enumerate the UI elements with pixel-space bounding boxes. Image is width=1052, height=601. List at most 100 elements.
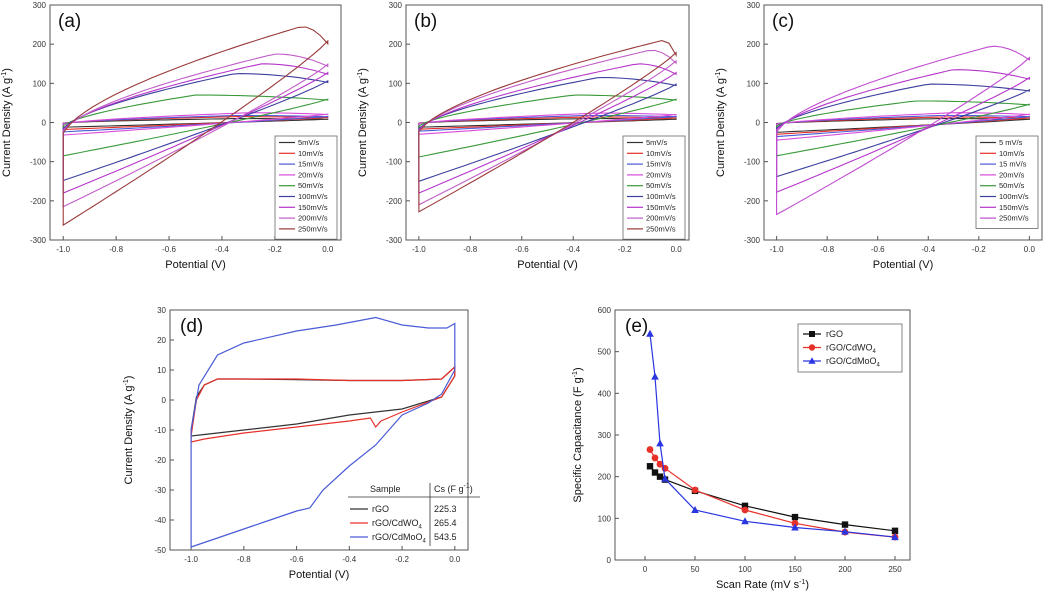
legend-box <box>975 135 1039 229</box>
y-tick-label: 500 <box>598 348 612 357</box>
x-tick-label: 150 <box>788 565 802 574</box>
y-tick-label: -100 <box>30 158 47 167</box>
x-axis-label: Potential (V) <box>289 569 350 581</box>
legend-entry: 5mV/s <box>298 138 320 147</box>
y-tick-label: -200 <box>30 197 47 206</box>
cv-curve-5mV/s <box>62 118 329 128</box>
cv-curve-10mV/s <box>418 116 677 130</box>
data-point-rGO <box>651 469 659 476</box>
y-tick-label: 400 <box>598 389 612 398</box>
y-tick-label: 100 <box>598 514 612 523</box>
data-point-rGO <box>646 463 654 470</box>
table-sample-name: rGO <box>372 504 389 514</box>
x-tick-label: 200 <box>838 565 852 574</box>
y-axis-label: Current Density (A g-1) <box>1 68 13 177</box>
data-point-rGO <box>656 473 664 480</box>
legend-entry: 250mV/s <box>298 224 328 233</box>
data-point-rGO/CdMoO4 <box>741 517 749 525</box>
y-tick-label: -300 <box>386 236 403 245</box>
legend-entry: 5mV/s <box>646 138 668 147</box>
legend-entry: 150mV/s <box>999 203 1029 212</box>
series-line-rGO/CdWO4 <box>649 449 896 538</box>
legend-entry: rGO <box>826 329 843 339</box>
legend-entry: 15mV/s <box>646 160 672 169</box>
y-tick-label: 10 <box>157 366 166 375</box>
panel-label: (c) <box>772 11 794 32</box>
cv-curve-50mV/s <box>62 94 329 157</box>
panel-label: (a) <box>58 11 81 32</box>
cv-curve-100mV/s <box>776 83 1030 178</box>
x-tick-label: -0.2 <box>972 245 986 254</box>
table-cs-value: 543.5 <box>434 532 457 542</box>
y-tick-label: 0 <box>162 396 167 405</box>
legend-entry: 50mV/s <box>298 181 324 190</box>
cv-curve-5mV/s <box>418 118 677 128</box>
legend-entry: 20mV/s <box>999 170 1025 179</box>
x-tick-label: -0.6 <box>515 245 529 254</box>
data-point-rGO/CdWO4 <box>646 446 654 453</box>
x-tick-label: -1.0 <box>184 555 198 564</box>
legend-entry: 150mV/s <box>298 203 328 212</box>
y-tick-label: 0 <box>607 556 612 565</box>
legend-marker <box>808 357 816 364</box>
data-point-rGO/CdWO4 <box>791 519 799 527</box>
y-tick-label: -200 <box>744 197 761 206</box>
cv-curve-200mV/s <box>418 49 677 206</box>
legend-entry: 150mV/s <box>646 203 676 212</box>
y-axis-label: Current Density (A g-1) <box>123 376 135 485</box>
y-tick-label: 200 <box>747 40 761 49</box>
data-point-rGO/CdMoO4 <box>891 533 899 541</box>
x-tick-label: -0.4 <box>215 245 229 254</box>
data-point-rGO/CdWO4 <box>651 454 659 462</box>
cv-curve-150mV/s <box>776 69 1030 194</box>
x-tick-label: 0.0 <box>449 555 461 564</box>
x-axis-label: Potential (V) <box>873 259 934 271</box>
y-tick-label: 600 <box>598 306 612 315</box>
y-tick-label: -10 <box>154 426 166 435</box>
y-tick-label: -300 <box>30 236 47 245</box>
y-axis-label: Current Density (A g-1) <box>357 68 369 177</box>
x-tick-label: -0.8 <box>820 245 834 254</box>
y-tick-label: 200 <box>389 40 403 49</box>
x-tick-label: -0.8 <box>237 555 251 564</box>
y-tick-label: 300 <box>33 1 47 10</box>
x-tick-label: -0.6 <box>871 245 885 254</box>
legend-entry: 15mV/s <box>298 160 324 169</box>
x-tick-label: 0 <box>643 565 648 574</box>
x-tick-label: -1.0 <box>770 245 784 254</box>
cv-curve-15mV/s <box>418 114 677 132</box>
x-tick-label: -0.8 <box>463 245 477 254</box>
y-tick-label: 100 <box>33 79 47 88</box>
panel-label: (b) <box>414 11 437 32</box>
panel-e: 0 50 100 150 200 250 0 100 200 300 400 500 600 Scan R… <box>572 306 911 591</box>
table-sample-name: rGO/CdWO4 <box>372 518 423 531</box>
legend-entry: 200mV/s <box>298 214 328 223</box>
table-sample-name: rGO/CdMoO4 <box>372 532 427 545</box>
y-tick-label: 300 <box>598 431 612 440</box>
data-point-rGO <box>791 513 799 521</box>
x-tick-label: -0.2 <box>268 245 282 254</box>
legend-marker <box>809 331 815 337</box>
x-tick-label: -0.6 <box>290 555 304 564</box>
y-tick-label: 20 <box>157 336 166 345</box>
y-tick-label: -40 <box>154 516 166 525</box>
x-tick-label: 0.0 <box>671 245 683 254</box>
legend-entry: 10mV/s <box>298 149 324 158</box>
cv-curve-200mV/s <box>62 53 329 208</box>
y-tick-label: 300 <box>389 1 403 10</box>
data-point-rGO/CdWO4 <box>656 460 664 468</box>
legend-entry: 250mV/s <box>646 224 676 233</box>
y-tick-label: 100 <box>747 79 761 88</box>
panel-a: -1.0 -0.8 -0.6 -0.4 -0.2 0.0 -300 -200 -100 0 100 2… <box>1 1 342 271</box>
table-cs-value: 225.3 <box>434 504 457 514</box>
legend-entry: 50mV/s <box>646 181 672 190</box>
x-tick-label: -0.2 <box>618 245 632 254</box>
legend-marker <box>808 344 816 351</box>
legend-entry: 100mV/s <box>298 192 328 201</box>
data-point-rGO <box>841 521 849 528</box>
table-cs-value: 265.4 <box>434 518 457 528</box>
y-tick-label: 200 <box>33 40 47 49</box>
cv-curve-50mV/s <box>418 94 677 158</box>
y-tick-label: 300 <box>747 1 761 10</box>
